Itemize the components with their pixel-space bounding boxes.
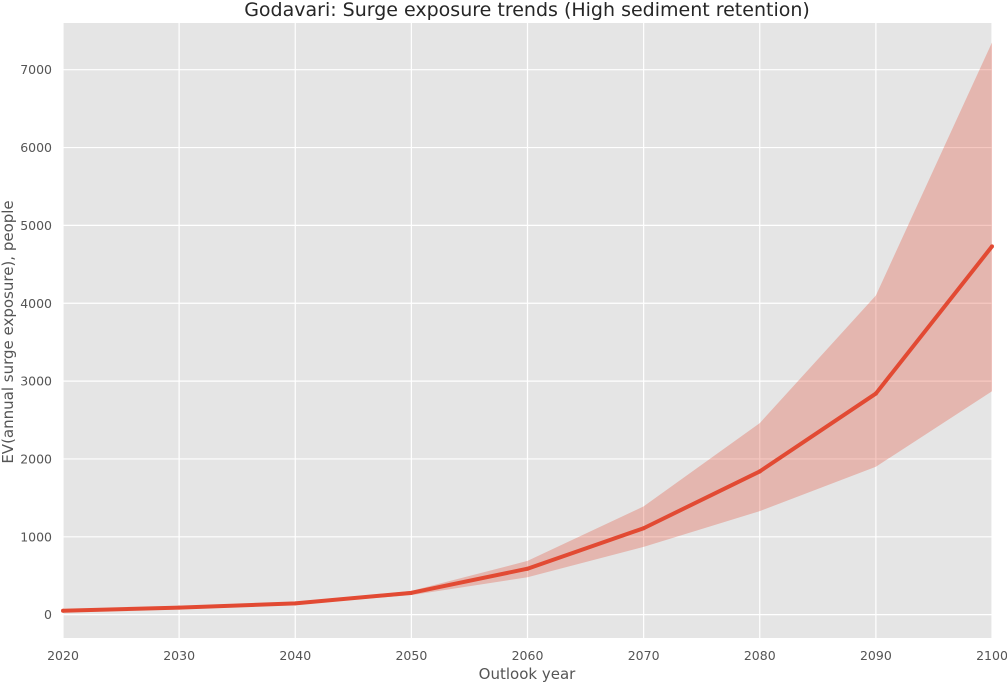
data-point [874, 392, 878, 396]
data-point [177, 606, 181, 610]
y-tick-label: 0 [44, 607, 52, 622]
x-tick-label: 2020 [47, 648, 79, 663]
y-tick-label: 4000 [20, 296, 52, 311]
y-tick-labels: 0 1000 2000 3000 4000 5000 6000 7000 [20, 62, 52, 622]
y-tick-label: 1000 [20, 529, 52, 544]
x-tick-label: 2070 [628, 648, 660, 663]
y-tick-label: 2000 [20, 451, 52, 466]
data-point [409, 591, 413, 595]
data-point [758, 469, 762, 473]
y-tick-label: 7000 [20, 62, 52, 77]
data-point [642, 526, 646, 530]
y-tick-label: 6000 [20, 140, 52, 155]
x-tick-label: 2050 [395, 648, 427, 663]
chart-title: Godavari: Surge exposure trends (High se… [244, 0, 810, 21]
data-point [293, 601, 297, 605]
x-tick-label: 2060 [512, 648, 544, 663]
x-tick-label: 2090 [860, 648, 892, 663]
x-tick-label: 2040 [279, 648, 311, 663]
x-tick-labels: 2020 2030 2040 2050 2060 2070 2080 2090 2100 [47, 648, 1007, 663]
y-axis-label: EV(annual surge exposure), people [0, 200, 17, 463]
y-tick-label: 5000 [20, 218, 52, 233]
x-tick-label: 2030 [163, 648, 195, 663]
data-point [990, 244, 994, 248]
data-point [526, 567, 530, 571]
x-tick-label: 2080 [744, 648, 776, 663]
x-tick-label: 2100 [976, 648, 1007, 663]
y-tick-label: 3000 [20, 374, 52, 389]
x-axis-label: Outlook year [479, 665, 576, 683]
data-point [61, 609, 65, 613]
